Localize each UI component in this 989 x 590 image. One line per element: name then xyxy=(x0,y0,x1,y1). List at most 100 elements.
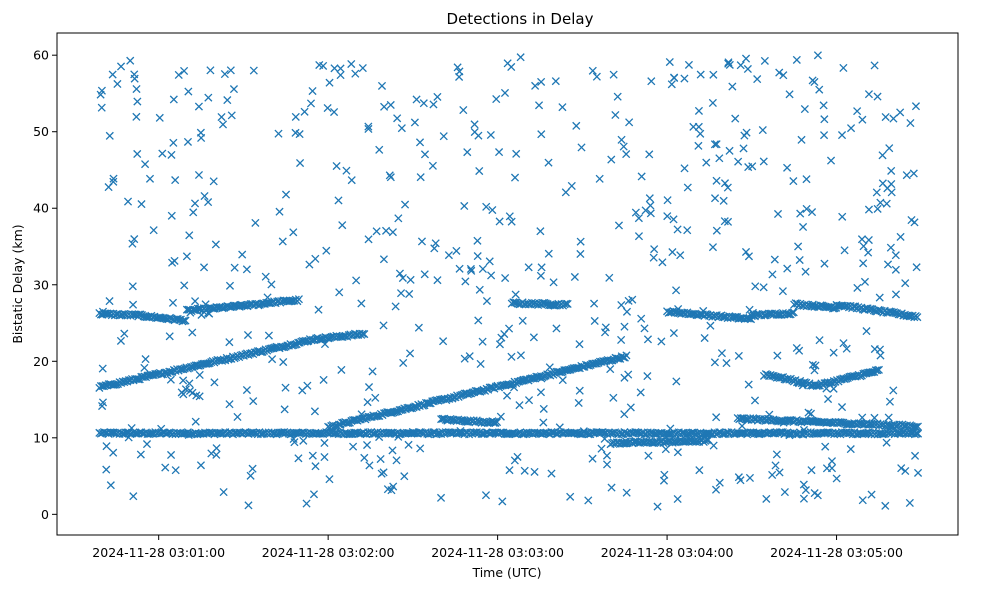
detection-marker xyxy=(597,444,606,453)
detection-marker xyxy=(741,54,751,63)
detection-marker xyxy=(281,383,290,392)
detection-marker xyxy=(307,336,316,345)
detection-marker xyxy=(795,346,804,355)
detection-marker xyxy=(810,77,819,87)
detection-marker xyxy=(801,486,810,495)
detection-marker xyxy=(743,64,752,74)
detection-marker xyxy=(649,253,658,262)
detection-marker xyxy=(289,228,298,237)
detection-marker xyxy=(591,359,600,368)
detection-marker xyxy=(807,466,816,475)
detection-marker xyxy=(576,237,585,246)
detection-marker xyxy=(507,352,516,361)
detection-marker xyxy=(674,304,683,314)
detection-marker xyxy=(193,361,202,370)
detection-marker xyxy=(431,239,440,248)
detection-marker xyxy=(842,344,851,353)
detection-marker xyxy=(619,142,628,151)
detection-marker xyxy=(174,70,183,79)
detection-marker xyxy=(889,114,898,123)
detection-marker xyxy=(789,308,798,317)
detection-marker xyxy=(613,92,622,101)
detection-marker xyxy=(126,56,135,65)
detection-marker xyxy=(386,100,395,110)
detection-marker xyxy=(364,122,373,131)
detection-marker xyxy=(502,391,512,400)
detection-marker xyxy=(821,442,830,451)
detection-marker xyxy=(505,212,514,221)
detection-marker xyxy=(171,466,180,475)
detection-marker xyxy=(470,120,479,129)
detection-marker xyxy=(572,121,581,130)
detection-marker xyxy=(826,156,836,165)
detection-marker xyxy=(836,418,845,427)
detection-marker xyxy=(357,299,366,308)
detection-marker xyxy=(236,300,245,310)
detection-marker xyxy=(602,460,612,469)
detection-marker xyxy=(296,158,305,168)
detection-marker xyxy=(492,95,501,104)
detection-marker xyxy=(736,61,745,70)
detection-marker xyxy=(808,301,817,310)
detection-marker xyxy=(195,370,204,379)
detection-marker xyxy=(311,462,320,471)
detection-marker xyxy=(795,255,804,265)
detection-marker xyxy=(417,237,427,246)
detection-marker xyxy=(575,386,584,395)
detection-marker xyxy=(694,122,703,131)
detection-marker xyxy=(728,82,737,91)
detection-marker xyxy=(131,429,140,438)
detection-marker xyxy=(839,339,848,348)
detection-marker xyxy=(637,172,646,181)
detection-marker xyxy=(420,270,429,279)
detection-marker xyxy=(352,276,361,285)
detection-marker xyxy=(680,164,689,173)
detection-marker xyxy=(320,438,329,448)
detection-marker xyxy=(123,197,133,206)
detection-marker xyxy=(227,111,236,120)
detection-marker xyxy=(882,438,891,447)
detection-marker xyxy=(748,308,757,317)
detection-marker xyxy=(299,436,308,445)
detection-marker xyxy=(810,366,819,375)
detection-marker xyxy=(718,429,727,438)
detection-marker xyxy=(207,449,216,458)
detection-marker xyxy=(128,239,137,248)
detection-marker xyxy=(433,276,442,285)
detection-marker xyxy=(744,163,753,172)
detection-marker xyxy=(745,473,755,483)
detection-marker xyxy=(132,112,141,121)
detection-marker xyxy=(519,375,528,384)
detection-marker xyxy=(116,62,126,71)
detection-marker xyxy=(243,330,253,340)
detection-marker xyxy=(134,310,143,319)
detection-marker xyxy=(505,466,514,475)
detection-marker xyxy=(379,255,388,264)
detection-marker xyxy=(206,66,215,75)
detection-marker xyxy=(669,215,678,224)
detection-marker xyxy=(242,385,251,395)
detection-marker xyxy=(636,388,645,397)
detection-marker xyxy=(584,496,593,505)
detection-marker xyxy=(177,388,186,397)
detection-marker xyxy=(572,363,581,372)
detection-marker xyxy=(798,222,808,232)
detection-marker xyxy=(700,333,709,343)
detection-marker xyxy=(518,316,527,325)
detection-marker xyxy=(510,383,519,392)
detection-marker xyxy=(230,263,239,272)
detection-marker xyxy=(620,322,629,331)
detection-marker xyxy=(760,56,769,65)
detection-marker xyxy=(503,59,512,68)
x-tick-label: 2024-11-28 03:04:00 xyxy=(601,545,734,560)
detection-marker xyxy=(609,70,618,79)
detection-marker xyxy=(683,226,692,235)
detection-marker xyxy=(225,338,234,347)
detection-marker xyxy=(712,140,721,149)
detection-marker xyxy=(120,329,129,338)
detection-marker xyxy=(186,430,196,439)
detection-marker xyxy=(838,212,847,221)
detection-marker xyxy=(801,267,810,276)
detection-marker xyxy=(600,328,610,337)
detection-marker xyxy=(599,357,608,366)
